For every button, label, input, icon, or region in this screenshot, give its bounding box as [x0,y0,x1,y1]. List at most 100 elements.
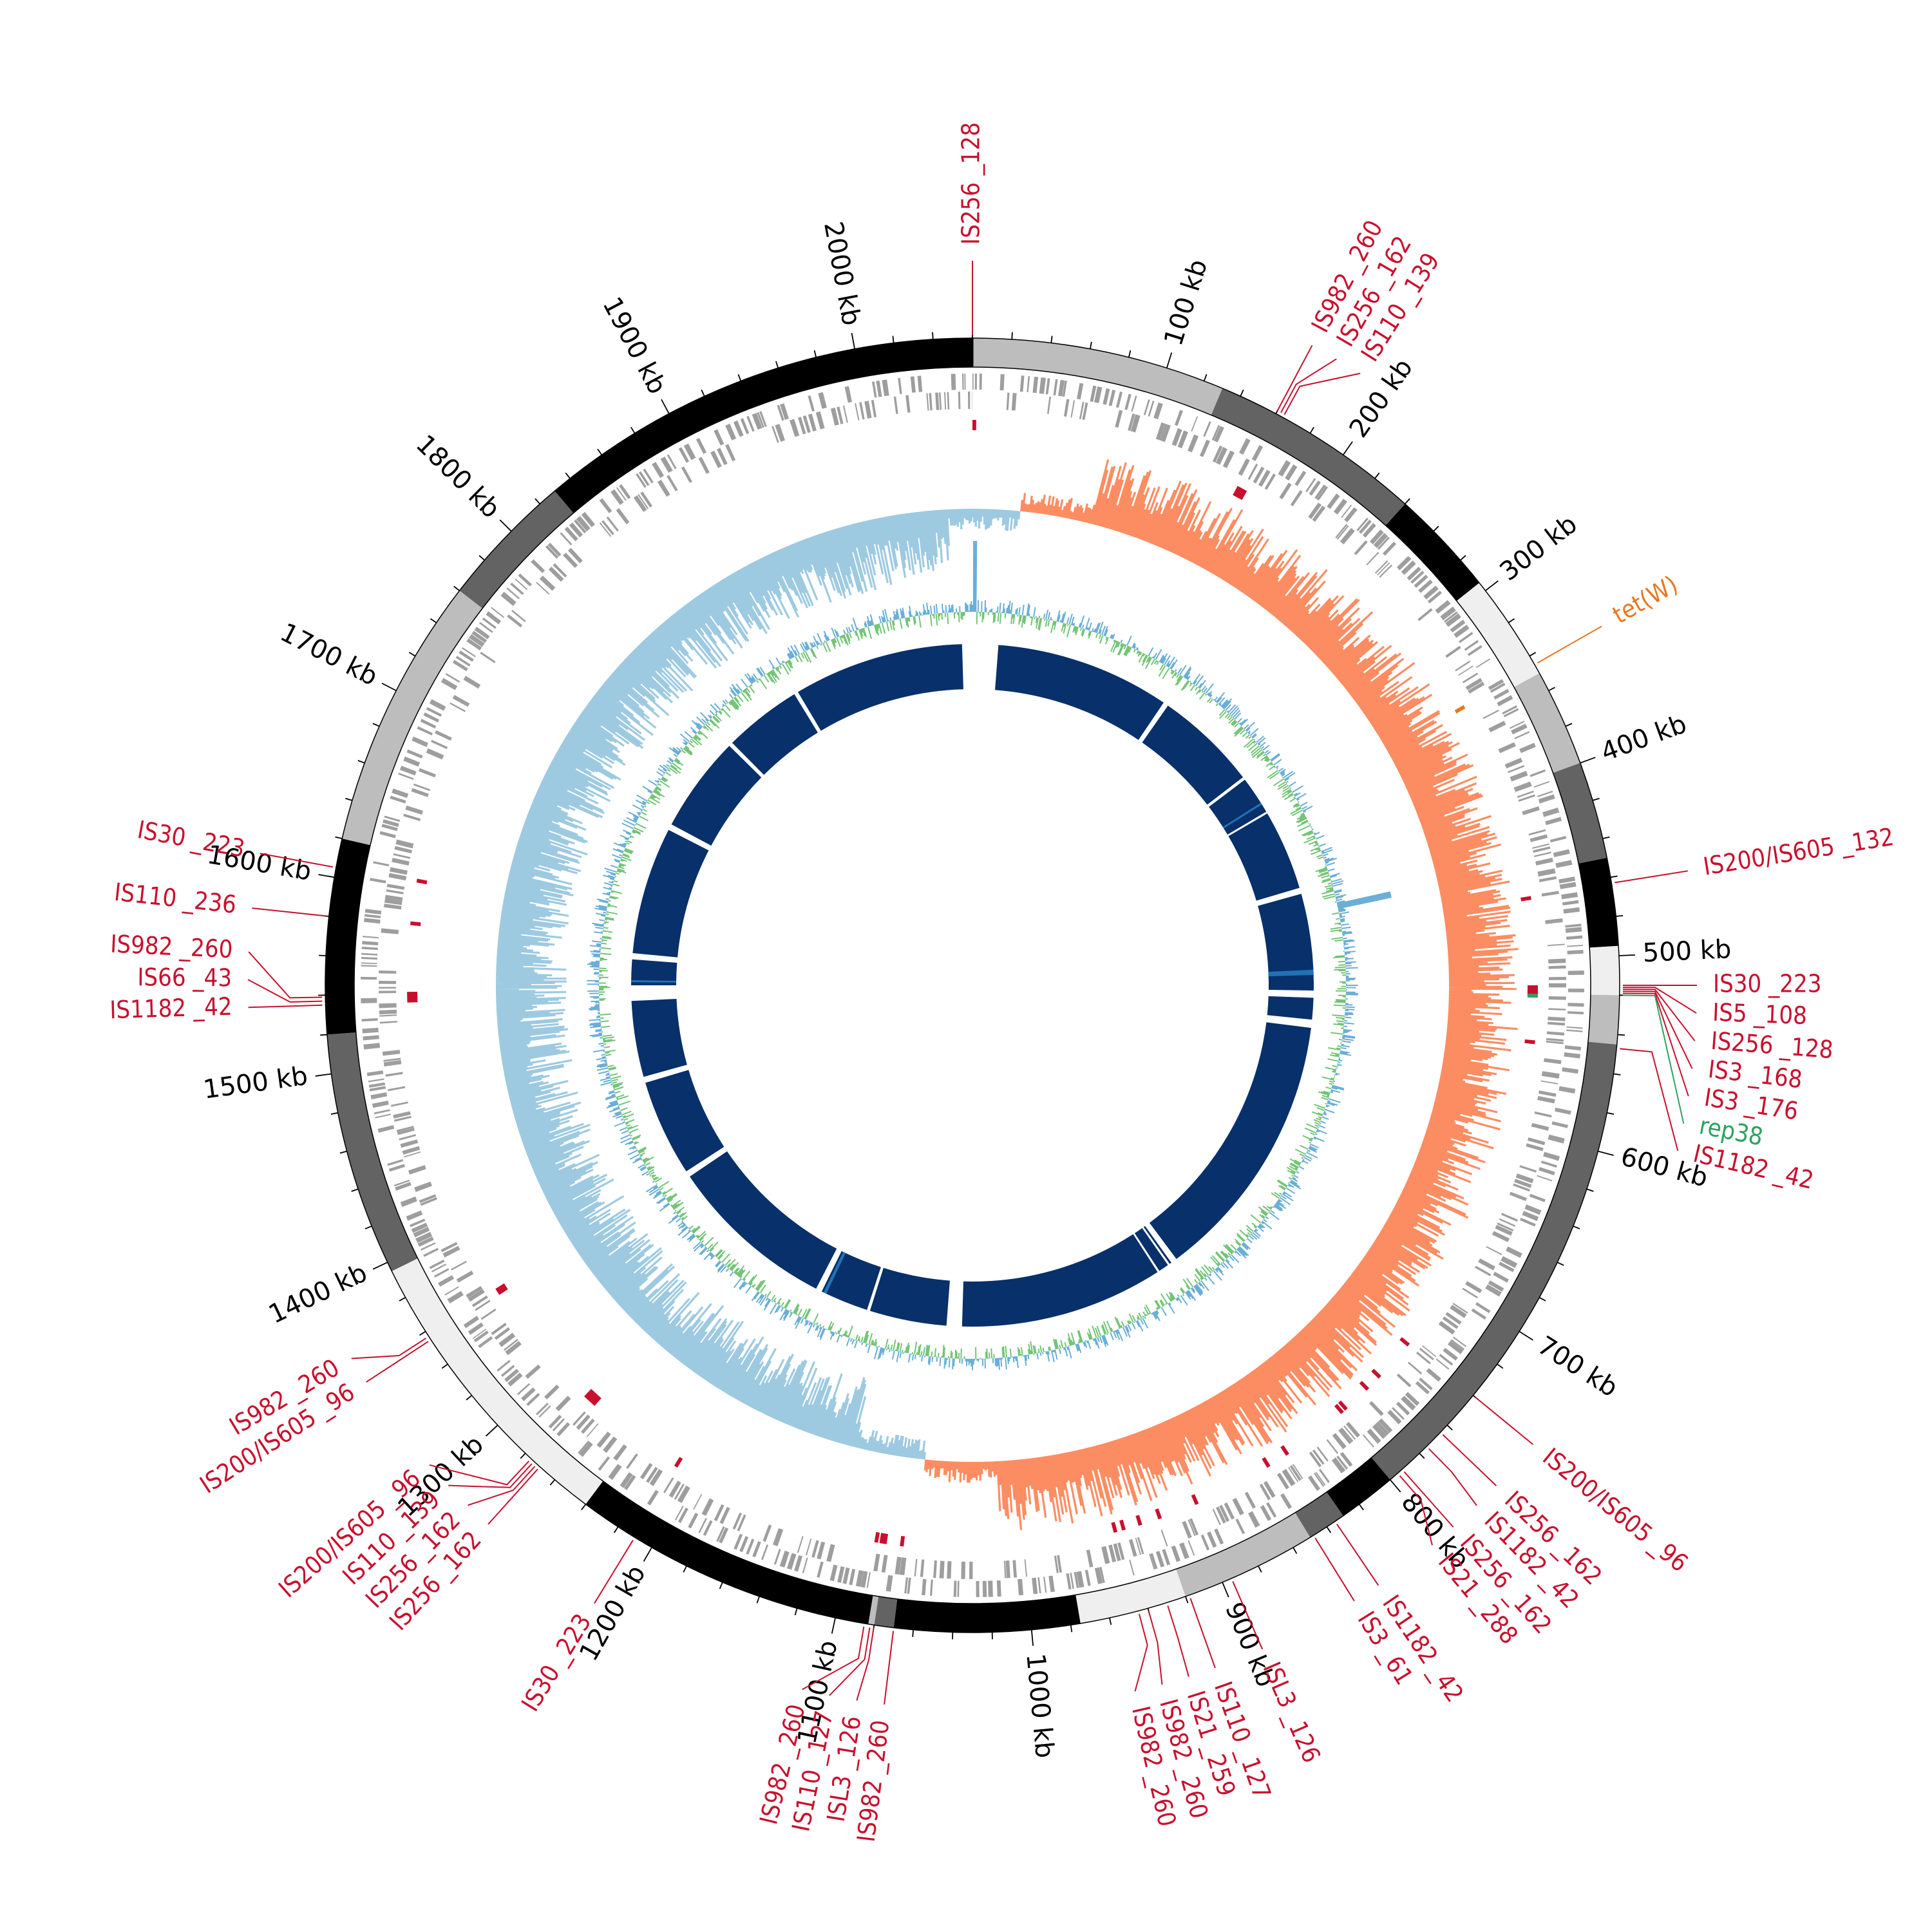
minor-tick [1128,350,1132,357]
scale-label: 1700 kb [276,618,383,692]
minor-tick [399,1296,406,1302]
cds-feature [361,952,378,956]
cds-feature [413,783,431,791]
cds-feature [1326,1439,1339,1454]
cds-feature [802,415,811,433]
cds-feature [1316,1446,1329,1462]
cds-feature [462,647,477,658]
cds-feature [876,381,882,397]
cds-feature [1131,395,1137,412]
cds-feature [545,545,559,559]
cds-feature [972,374,974,390]
cds-feature [599,522,612,537]
is-marker [1524,1039,1535,1045]
cds-feature [619,484,631,500]
minor-tick [1326,1526,1332,1533]
cds-feature [1519,1165,1537,1173]
cds-feature [1079,401,1084,420]
is-marker [407,995,418,999]
contig-segment [1294,1492,1343,1538]
cds-feature [636,473,647,488]
cds-feature [1313,1472,1325,1487]
cds-feature [1475,658,1491,668]
cds-feature [1503,708,1519,717]
cds-feature [1309,480,1321,496]
cds-feature [419,768,437,778]
cds-feature [844,386,853,403]
cds-feature [1258,469,1271,487]
cds-feature [1529,1193,1546,1202]
minor-tick [520,1453,526,1459]
cds-feature [752,413,762,430]
cds-feature [920,1559,925,1577]
cds-feature [974,374,977,390]
minor-tick [1548,687,1555,692]
cds-feature [904,1577,909,1594]
cds-feature [1161,424,1171,442]
cds-feature [1565,927,1582,933]
cds-feature [914,1558,918,1577]
cds-feature [1340,1452,1353,1467]
cds-feature [638,494,649,509]
cds-feature [1537,1175,1553,1182]
cds-feature [1369,1401,1384,1416]
cds-feature [364,918,381,924]
cds-feature [1160,1530,1168,1547]
cds-feature [1215,447,1227,465]
cds-feature [929,1579,933,1596]
cds-feature [1546,1031,1565,1036]
cds-feature [1534,1111,1552,1118]
cds-feature [390,867,408,875]
cds-feature [1222,450,1235,468]
blast-hit-block-light [823,1251,846,1294]
cds-feature [1057,1555,1062,1573]
cds-feature [752,1541,761,1558]
cds-feature [1455,660,1471,672]
cds-feature [1448,1340,1464,1354]
cds-feature [1482,709,1499,719]
cds-feature [369,1086,386,1092]
cds-feature [370,878,386,884]
cds-feature [1362,523,1376,538]
annotation-leader [594,1540,634,1604]
cds-feature [1213,426,1224,442]
cds-feature [420,1242,436,1251]
cds-feature [1567,1011,1584,1015]
cds-feature [733,420,744,437]
cds-feature [1392,1406,1405,1420]
cds-feature [1211,425,1220,441]
cds-feature [1533,846,1551,853]
cds-feature [1499,1218,1516,1227]
cds-feature [1315,1472,1326,1486]
is-marker [1262,1457,1271,1468]
cds-feature [1367,1428,1381,1444]
cds-feature [482,617,497,629]
cds-feature [526,1393,540,1406]
is-marker [591,1396,601,1406]
cds-feature [866,1572,871,1589]
minor-tick [1460,554,1466,561]
annotation-leader [1399,1475,1433,1546]
cds-feature [1539,1167,1555,1175]
cds-feature [786,1553,797,1570]
blast-hit-block [1209,779,1267,835]
cds-feature [1130,414,1141,433]
cds-feature [372,1100,389,1108]
cds-feature [988,1580,993,1597]
minor-tick [581,1504,587,1511]
cds-feature [882,379,889,397]
cds-feature [1565,923,1582,928]
blast-hit-block [1267,996,1314,1020]
scale-label: 700 kb [1532,1331,1623,1403]
cds-feature [1542,807,1560,817]
minor-tick [683,1566,687,1573]
cds-feature [1312,506,1326,522]
annotation-leader [366,1341,429,1383]
is-marker [879,1533,885,1544]
cds-feature [396,1126,414,1132]
is-element-label: IS66 _43 [137,963,232,992]
cds-feature [1155,1551,1165,1567]
cds-feature [1548,1016,1566,1021]
cds-feature [1538,794,1555,804]
cds-feature [411,788,429,797]
